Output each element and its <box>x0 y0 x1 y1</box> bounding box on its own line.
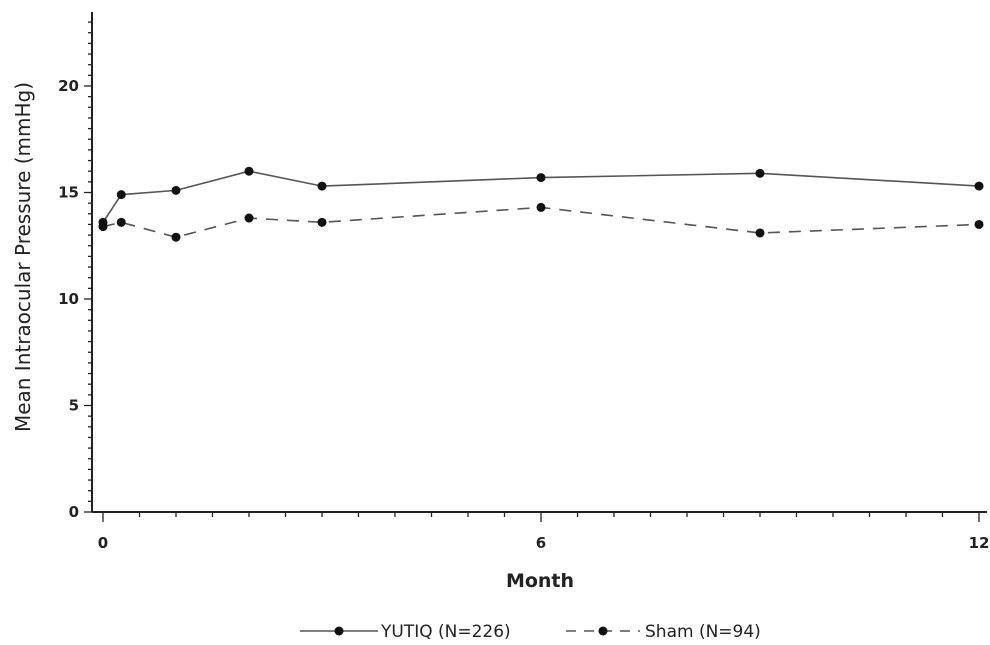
data-point-0 <box>317 181 327 191</box>
data-point-1 <box>536 202 546 212</box>
legend-marker-sham <box>598 626 608 636</box>
data-point-0 <box>536 173 546 183</box>
data-point-1 <box>974 219 984 229</box>
data-point-1 <box>98 222 108 232</box>
y-tick-label: 5 <box>69 397 79 415</box>
data-point-0 <box>755 168 765 178</box>
x-tick-label: 0 <box>98 534 108 552</box>
legend-item-yutiq: YUTIQ (N=226) <box>300 622 511 642</box>
y-tick-label: 0 <box>69 503 79 521</box>
legend-label-yutiq: YUTIQ (N=226) <box>380 622 511 642</box>
series-line-1 <box>102 206 980 239</box>
y-axis-title: Mean Intraocular Pressure (mmHg) <box>11 82 35 432</box>
data-point-0 <box>974 181 984 191</box>
data-point-1 <box>244 213 254 223</box>
data-point-1 <box>171 232 181 242</box>
x-axis-title: Month <box>506 570 574 592</box>
data-point-1 <box>755 228 765 238</box>
legend-item-sham: Sham (N=94) <box>566 622 761 642</box>
legend-label-sham: Sham (N=94) <box>645 622 761 642</box>
legend-marker-yutiq <box>334 626 344 636</box>
y-ticks: 0 5 10 15 20 <box>58 21 92 521</box>
x-ticks: 0 6 12 <box>98 512 990 552</box>
y-tick-label: 15 <box>58 184 79 202</box>
y-tick-label: 20 <box>58 77 79 95</box>
data-point-1 <box>317 217 327 227</box>
series-line-0 <box>102 170 980 223</box>
data-point-0 <box>171 185 181 195</box>
data-point-1 <box>116 217 126 227</box>
y-tick-label: 10 <box>58 290 79 308</box>
series-layer <box>98 166 984 242</box>
axes <box>91 12 987 513</box>
data-point-0 <box>244 166 254 176</box>
data-point-0 <box>116 190 126 200</box>
x-tick-label: 12 <box>969 534 990 552</box>
legend: YUTIQ (N=226) Sham (N=94) <box>300 622 761 642</box>
x-tick-label: 6 <box>536 534 546 552</box>
